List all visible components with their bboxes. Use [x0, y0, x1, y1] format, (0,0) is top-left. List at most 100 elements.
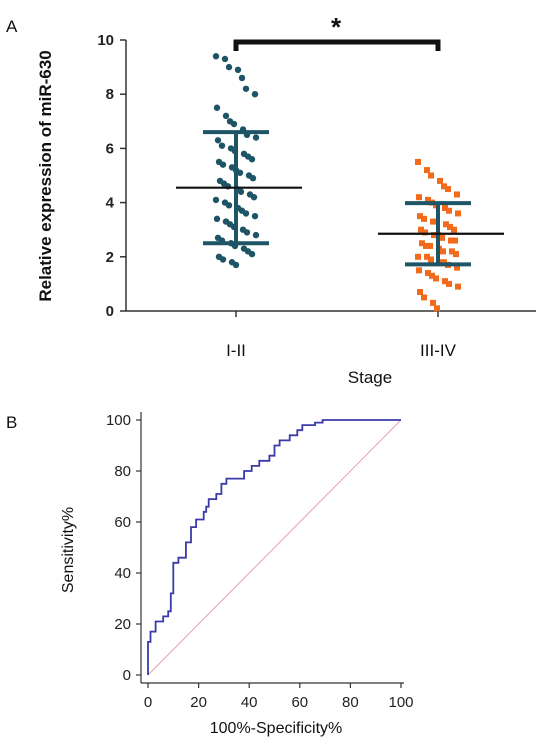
y-tick-label: 80: [114, 463, 131, 480]
data-point-stage-i-ii: [218, 142, 226, 149]
data-point-stage-iii-iv: [446, 280, 452, 287]
panel-a-x-axis-title: Stage: [348, 368, 392, 387]
data-point-stage-iii-iv: [430, 299, 436, 306]
data-point-stage-iii-iv: [416, 267, 422, 274]
panel-b-x-axis-title: 100%-Specificity%: [210, 720, 343, 737]
data-point-stage-iii-iv: [453, 251, 459, 258]
data-point-stage-i-ii: [232, 261, 240, 269]
y-tick-label: 8: [106, 86, 114, 103]
data-point-stage-iii-iv: [454, 264, 460, 271]
data-point-stage-i-ii: [225, 63, 233, 71]
panel-b-y-ticks: 0 20 40 60 80 100: [106, 412, 141, 684]
data-point-stage-i-ii: [225, 202, 233, 209]
data-point-stage-iii-iv: [434, 305, 440, 312]
data-point-stage-i-ii: [222, 112, 230, 120]
data-point-stage-iii-iv: [451, 226, 457, 233]
panel-a-y-ticks: 0 2 4 6 8 10: [97, 32, 126, 320]
data-point-stage-iii-iv: [449, 248, 455, 255]
data-point-stage-iii-iv: [441, 259, 447, 266]
data-point-stage-i-ii: [221, 55, 229, 63]
panel-a-error-bars: [176, 130, 504, 267]
data-point-stage-iii-iv: [442, 205, 448, 212]
data-point-stage-i-ii: [237, 188, 245, 195]
x-tick-label: 20: [190, 694, 207, 711]
data-point-stage-i-ii: [251, 91, 259, 98]
data-point-stage-iii-iv: [425, 196, 431, 203]
data-point-stage-iii-iv: [417, 213, 423, 220]
data-point-stage-iii-iv: [424, 167, 430, 174]
data-point-stage-iii-iv: [425, 270, 431, 277]
data-point-stage-iii-iv: [415, 158, 421, 165]
data-point-stage-i-ii: [212, 53, 220, 60]
x-tick-label: 80: [342, 694, 359, 711]
reference-diagonal-line: [147, 419, 402, 676]
y-tick-label: 40: [114, 565, 131, 582]
data-point-stage-iii-iv: [428, 172, 434, 179]
data-point-stage-iii-iv: [455, 210, 461, 217]
data-point-stage-iii-iv: [429, 272, 435, 279]
data-point-stage-iii-iv: [427, 242, 433, 249]
y-tick-label: 60: [114, 514, 131, 531]
panel-a-y-axis-title: Relative expression of miR-630: [36, 50, 55, 301]
data-point-stage-iii-iv: [448, 237, 454, 244]
x-tick-label: 40: [241, 694, 258, 711]
data-point-stage-i-ii: [212, 196, 220, 204]
y-tick-label: 2: [106, 249, 114, 266]
y-tick-label: 20: [114, 616, 131, 633]
data-point-stage-iii-iv: [437, 177, 443, 184]
data-point-stage-iii-iv: [416, 194, 422, 201]
y-tick-label: 6: [106, 140, 114, 157]
panel-a-significance-bracket: *: [233, 12, 441, 51]
data-point-stage-i-ii: [242, 85, 250, 92]
data-point-stage-iii-iv: [433, 275, 439, 282]
y-tick-label: 10: [97, 32, 114, 49]
data-point-stage-iii-iv: [440, 248, 446, 255]
data-point-stage-i-ii: [248, 156, 256, 163]
panel-b-label: B: [6, 413, 17, 432]
data-point-stage-iii-iv: [447, 223, 453, 230]
data-point-stage-iii-iv: [424, 253, 430, 260]
y-tick-label: 4: [106, 195, 115, 212]
data-point-stage-iii-iv: [418, 226, 424, 233]
data-point-stage-i-ii: [213, 104, 221, 111]
x-tick-label: I-II: [226, 341, 246, 360]
data-point-stage-iii-iv: [419, 240, 425, 247]
data-point-stage-i-ii: [243, 229, 251, 236]
x-tick-label: 100: [388, 694, 413, 711]
panel-a-dot-plot: A Relative expression of miR-630 0 2 4 6 8 10…: [6, 12, 536, 387]
data-point-stage-i-ii: [236, 169, 244, 176]
data-point-stage-i-ii: [230, 120, 238, 128]
panel-b-y-axis-title: Sensitivity%: [60, 507, 77, 593]
data-point-stage-iii-iv: [455, 283, 461, 290]
x-tick-label: 60: [291, 694, 308, 711]
data-point-stage-iii-iv: [422, 229, 428, 236]
x-tick-label: III-IV: [420, 341, 457, 360]
data-point-stage-iii-iv: [439, 234, 445, 241]
data-point-stage-iii-iv: [423, 242, 429, 249]
data-point-stage-i-ii: [252, 231, 260, 239]
data-point-stage-iii-iv: [454, 191, 460, 198]
data-point-stage-i-ii: [252, 134, 260, 141]
y-tick-label: 100: [106, 412, 131, 429]
panel-a-x-ticks: I-II III-IV: [226, 311, 457, 360]
panel-a-label: A: [6, 17, 18, 36]
data-point-stage-i-ii: [238, 74, 246, 82]
data-point-stage-iii-iv: [446, 207, 452, 214]
roc-curve-line: [147, 419, 401, 675]
significance-bracket-line: [233, 39, 441, 51]
data-point-stage-i-ii: [242, 210, 250, 217]
data-point-stage-iii-iv: [428, 256, 434, 263]
data-point-stage-i-ii: [214, 137, 222, 144]
data-point-stage-iii-iv: [445, 186, 451, 193]
data-point-stage-i-ii: [234, 66, 242, 74]
data-point-stage-i-ii: [219, 256, 227, 263]
data-point-stage-iii-iv: [430, 218, 436, 225]
significance-star: *: [331, 12, 342, 42]
data-point-stage-iii-iv: [421, 215, 427, 222]
x-tick-label: 0: [144, 694, 152, 711]
data-point-stage-i-ii: [219, 161, 227, 168]
panel-b-roc-curve: B Sensitivity% 100%-Specificity% 0 20 40 60…: [6, 412, 414, 737]
data-point-stage-i-ii: [248, 250, 256, 258]
data-point-stage-iii-iv: [417, 289, 423, 296]
